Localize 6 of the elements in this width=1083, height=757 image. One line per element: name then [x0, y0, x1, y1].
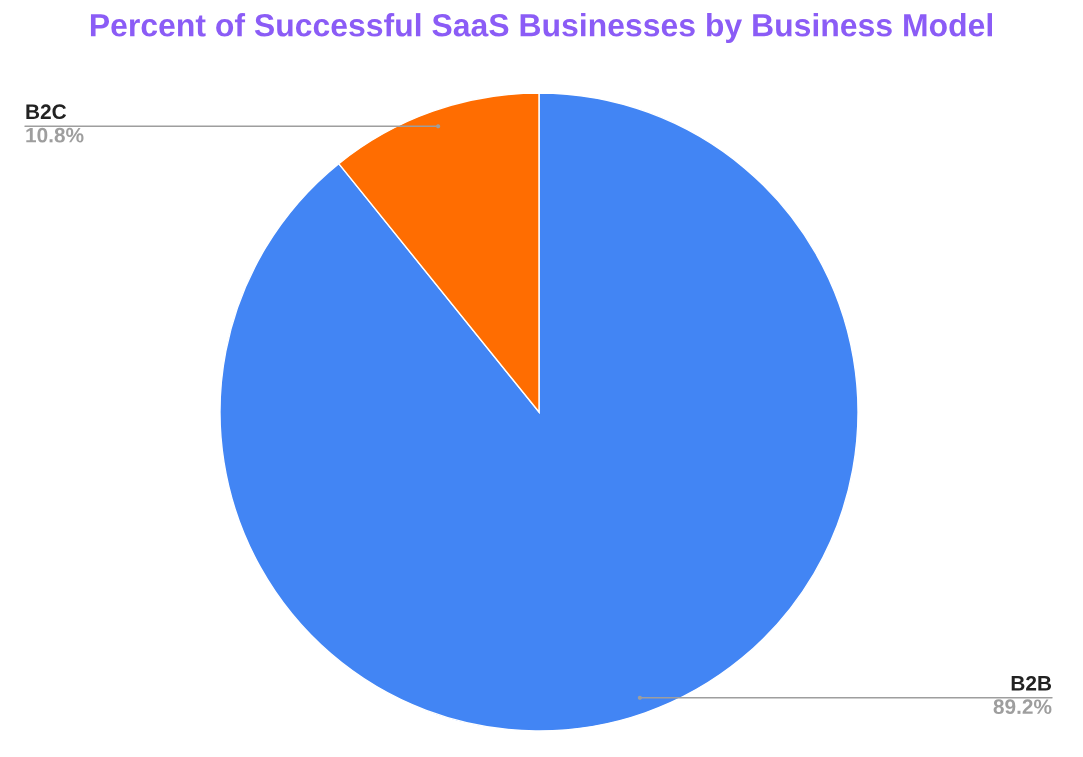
slice-label: B2B	[1011, 675, 1052, 691]
data-label: 89.2%	[993, 699, 1052, 715]
pie-slice	[219, 92, 859, 732]
data-label: 10.8%	[26, 127, 84, 143]
chart-title: Percent of Successful SaaS Businesses by Business Model	[90, 13, 992, 43]
slice-label: B2C	[26, 104, 67, 120]
